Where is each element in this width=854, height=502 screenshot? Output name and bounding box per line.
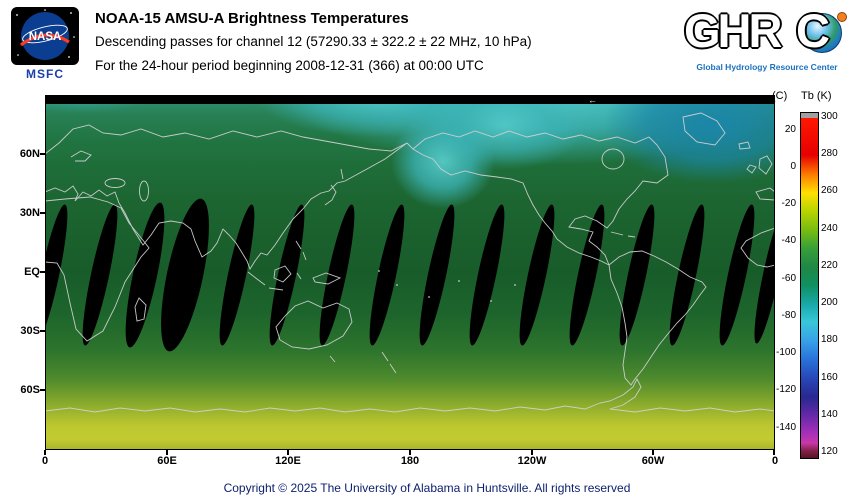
k-label-120: 120 bbox=[821, 446, 838, 457]
lon-label-60w: 60W bbox=[641, 455, 665, 467]
lon-label-120e: 120E bbox=[275, 455, 301, 467]
k-label-260: 260 bbox=[821, 185, 838, 196]
coast-south-america bbox=[608, 250, 707, 386]
c-label--60: -60 bbox=[781, 273, 796, 284]
pacific-islands bbox=[378, 270, 516, 302]
subtitle-channel: Descending passes for channel 12 (57290.… bbox=[95, 34, 532, 49]
subtitle-period: For the 24-hour period beginning 2008-12… bbox=[95, 58, 484, 73]
colorbar-kelvin-header: Tb (K) bbox=[801, 90, 832, 102]
lat-tick bbox=[40, 389, 45, 391]
colorbar-celsius-header: (C) bbox=[772, 90, 788, 102]
coast-greenland bbox=[682, 112, 726, 146]
black-sea bbox=[104, 178, 126, 188]
brightness-temperature-map: ← bbox=[5, 5, 823, 450]
hudson-bay bbox=[601, 148, 625, 170]
coast-europe-med bbox=[44, 185, 120, 204]
coast-iceland bbox=[738, 141, 751, 150]
k-label-280: 280 bbox=[821, 148, 838, 159]
lat-label-60n: 60N bbox=[19, 148, 40, 160]
lon-label-120w: 120W bbox=[517, 455, 547, 467]
k-label-180: 180 bbox=[821, 334, 838, 345]
k-label-140: 140 bbox=[821, 409, 838, 420]
polar-no-data-strip bbox=[45, 95, 775, 104]
lon-label-180: 180 bbox=[400, 455, 420, 467]
map-border bbox=[45, 95, 775, 450]
coast-madagascar bbox=[134, 297, 147, 322]
lat-tick bbox=[40, 330, 45, 332]
coast-antarctica bbox=[44, 377, 776, 413]
orbit-direction-arrow: ← bbox=[588, 95, 597, 105]
map-svg: ← bbox=[5, 5, 823, 450]
c-label--20: -20 bbox=[781, 198, 796, 209]
colorbar bbox=[800, 112, 819, 459]
lon-tick bbox=[652, 450, 654, 455]
page-title: NOAA-15 AMSU-A Brightness Temperatures bbox=[95, 10, 409, 27]
coast-africa bbox=[44, 196, 150, 342]
lat-label-30n: 30N bbox=[19, 207, 40, 219]
ghrc-letter-c: C bbox=[796, 4, 830, 57]
lat-label-eq: EQ bbox=[24, 266, 40, 278]
coast-asia-south-east bbox=[118, 142, 408, 271]
ghrc-orange-dot-icon bbox=[837, 12, 847, 22]
data-gap-swaths bbox=[32, 198, 788, 352]
c-label-0: 0 bbox=[790, 161, 796, 172]
k-label-200: 200 bbox=[821, 297, 838, 308]
nasa-logo: NASA bbox=[11, 7, 79, 65]
lon-tick bbox=[166, 450, 168, 455]
c-label--120: -120 bbox=[775, 384, 796, 395]
lon-tick bbox=[409, 450, 411, 455]
lon-tick bbox=[773, 450, 775, 455]
coast-new-zealand bbox=[381, 351, 397, 374]
c-label--80: -80 bbox=[781, 310, 796, 321]
ghrc-tagline: Global Hydrology Resource Center bbox=[696, 62, 838, 72]
coast-west-africa bbox=[740, 227, 776, 268]
k-label-300: 300 bbox=[821, 111, 838, 122]
msfc-label: MSFC bbox=[26, 67, 64, 81]
k-label-240: 240 bbox=[821, 223, 838, 234]
caspian-sea bbox=[139, 180, 149, 202]
c-label--100: -100 bbox=[775, 347, 796, 358]
ghrc-logo: GHR C Global Hydrology Resource Center bbox=[684, 4, 850, 80]
c-label--140: -140 bbox=[775, 422, 796, 433]
coast-eurasia-north bbox=[44, 124, 408, 155]
coast-north-america-north-east bbox=[412, 130, 669, 266]
lon-tick bbox=[287, 450, 289, 455]
coast-australia bbox=[275, 300, 353, 363]
lat-tick bbox=[40, 212, 45, 214]
lon-tick bbox=[531, 450, 533, 455]
coast-baltic bbox=[70, 150, 92, 162]
k-label-220: 220 bbox=[821, 260, 838, 271]
lon-label-0e: 0 bbox=[41, 455, 49, 467]
coast-indonesia bbox=[247, 240, 342, 291]
ghrc-globe-icon bbox=[802, 13, 842, 53]
lat-tick bbox=[40, 153, 45, 155]
c-label-20: 20 bbox=[784, 124, 796, 135]
coast-north-america-west bbox=[406, 142, 610, 266]
lon-label-60e: 60E bbox=[157, 455, 177, 467]
svg-text:NASA: NASA bbox=[29, 31, 62, 43]
ghrc-letters: GHR bbox=[684, 4, 782, 57]
c-label--40: -40 bbox=[781, 235, 796, 246]
nasa-meatball-icon: NASA bbox=[16, 9, 75, 60]
k-label-160: 160 bbox=[821, 372, 838, 383]
coast-caribbean bbox=[610, 231, 636, 238]
lat-tick bbox=[40, 271, 45, 273]
copyright-notice: Copyright © 2025 The University of Alaba… bbox=[223, 481, 631, 495]
coast-uk-ireland bbox=[746, 155, 773, 175]
lat-label-30s: 30S bbox=[20, 325, 40, 337]
lon-label-0w: 0 bbox=[771, 455, 779, 467]
coastlines bbox=[44, 112, 776, 413]
coast-japan bbox=[324, 168, 344, 206]
lat-label-60s: 60S bbox=[20, 384, 40, 396]
lon-tick bbox=[44, 450, 46, 455]
